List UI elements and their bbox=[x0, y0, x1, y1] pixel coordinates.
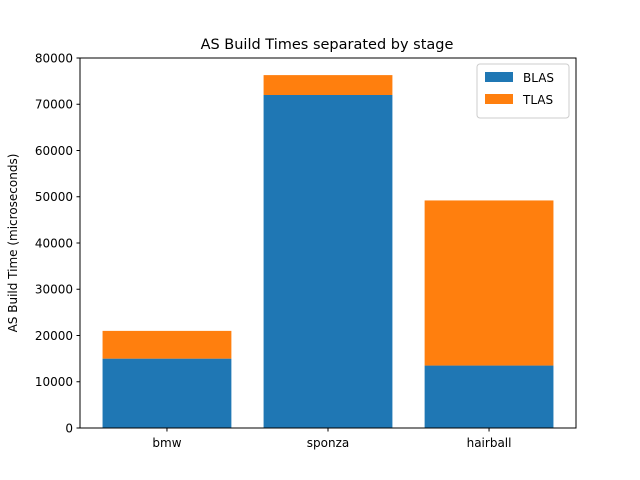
x-tick-label-bmw: bmw bbox=[152, 436, 181, 450]
bar-sponza-blas bbox=[263, 95, 393, 428]
bar-hairball-blas bbox=[424, 365, 554, 428]
y-axis-ticks: 0 10000 20000 30000 40000 50000 60000 70000 8000… bbox=[35, 51, 80, 435]
bar-hairball-tlas bbox=[424, 200, 554, 366]
chart-title: AS Build Times separated by stage bbox=[201, 37, 454, 53]
y-tick-label: 30000 bbox=[35, 283, 73, 297]
bar-bmw-blas bbox=[102, 358, 232, 429]
x-tick-label-sponza: sponza bbox=[307, 436, 349, 450]
bars-layer bbox=[102, 75, 554, 429]
legend-swatch-blas bbox=[485, 72, 513, 82]
y-tick-label: 20000 bbox=[35, 329, 73, 343]
legend: BLAS TLAS bbox=[476, 63, 570, 119]
y-tick-label: 0 bbox=[65, 421, 73, 435]
x-tick-label-hairball: hairball bbox=[467, 436, 512, 450]
bar-bmw-tlas bbox=[102, 330, 232, 359]
y-axis-label: AS Build Time (microseconds) bbox=[6, 154, 20, 333]
legend-label-blas: BLAS bbox=[523, 71, 554, 85]
y-tick-label: 50000 bbox=[35, 190, 73, 204]
plot-area-frame bbox=[79, 57, 577, 429]
legend-swatch-tlas bbox=[485, 94, 513, 104]
y-tick-label: 70000 bbox=[35, 98, 73, 112]
y-tick-label: 40000 bbox=[35, 236, 73, 250]
x-axis-ticks: bmw sponza hairball bbox=[152, 428, 511, 450]
bar-sponza-tlas bbox=[263, 75, 393, 95]
legend-label-tlas: TLAS bbox=[522, 93, 553, 107]
y-tick-label: 60000 bbox=[35, 144, 73, 158]
y-tick-label: 10000 bbox=[35, 375, 73, 389]
y-tick-label: 80000 bbox=[35, 51, 73, 65]
